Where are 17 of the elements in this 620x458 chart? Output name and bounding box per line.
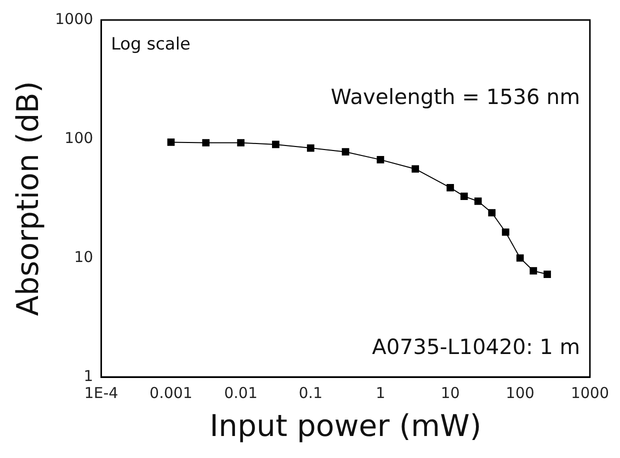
annotation: Wavelength = 1536 nm [330, 84, 580, 109]
x-tick-label: 0.1 [298, 384, 323, 402]
x-tick-label: 1E-4 [84, 384, 118, 402]
x-tick-label: 1000 [570, 384, 610, 402]
annotation: Log scale [110, 34, 191, 54]
x-tick-label: 10 [440, 384, 460, 402]
x-tick-label: 100 [506, 384, 534, 402]
x-tick-label: 0.001 [150, 384, 192, 402]
x-tick-label: 0.01 [224, 384, 258, 402]
x-tick-label: 1 [376, 384, 386, 402]
y-tick-label: 1 [84, 366, 94, 385]
x-axis-title: Input power (mW) [210, 408, 482, 444]
y-axis-title: Absorption (dB) [10, 81, 46, 316]
y-tick-label: 1000 [54, 10, 94, 28]
y-tick-label: 10 [74, 248, 94, 266]
y-tick-label: 100 [64, 128, 94, 147]
annotation: A0735-L10420: 1 m [372, 334, 580, 359]
